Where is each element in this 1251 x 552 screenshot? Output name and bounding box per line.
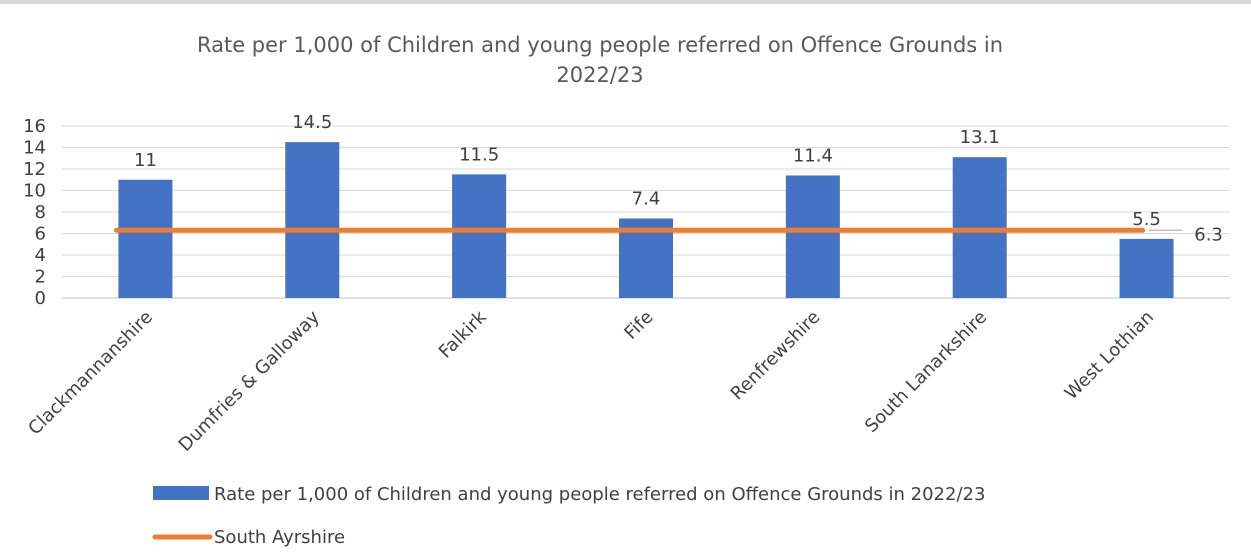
data-labels: 11 14.5 11.5 7.4 11.4 13.1 5.5 6.3 bbox=[134, 112, 1223, 245]
x-category-label: Dumfries & Galloway bbox=[175, 306, 324, 455]
x-axis-category-labels: Clackmannanshire Dumfries & Galloway Falki… bbox=[24, 306, 1158, 456]
bar-data-label: 11 bbox=[134, 150, 157, 171]
x-category-label: South Lanarkshire bbox=[861, 307, 991, 437]
chart-title-line-1: Rate per 1,000 of Children and young peo… bbox=[197, 33, 1003, 57]
y-tick-label: 0 bbox=[35, 288, 46, 309]
y-tick-label: 6 bbox=[35, 224, 46, 245]
y-tick-label: 2 bbox=[35, 267, 46, 288]
y-tick-label: 10 bbox=[23, 181, 46, 202]
bar bbox=[452, 174, 507, 298]
y-tick-label: 16 bbox=[23, 116, 46, 137]
gridlines bbox=[62, 125, 1230, 299]
bar-data-label: 11.5 bbox=[459, 144, 499, 165]
bar-data-label: 14.5 bbox=[292, 112, 332, 133]
bar-data-label: 11.4 bbox=[793, 145, 833, 166]
y-tick-label: 4 bbox=[35, 245, 46, 266]
x-category-label: Fife bbox=[620, 307, 657, 344]
bar-data-label: 7.4 bbox=[632, 188, 661, 209]
bars bbox=[118, 142, 1174, 298]
x-category-label: Clackmannanshire bbox=[24, 307, 157, 440]
legend-label-line: South Ayrshire bbox=[214, 527, 345, 548]
y-tick-label: 8 bbox=[35, 202, 46, 223]
bar-data-label: 13.1 bbox=[960, 127, 1000, 148]
chart-title-line-2: 2022/23 bbox=[556, 63, 643, 87]
legend: Rate per 1,000 of Children and young peo… bbox=[152, 484, 985, 548]
legend-swatch-bar bbox=[153, 486, 209, 500]
y-tick-label: 12 bbox=[23, 159, 46, 180]
x-category-label: West Lothian bbox=[1061, 307, 1158, 404]
bar bbox=[785, 175, 840, 298]
line-data-label: 6.3 bbox=[1194, 224, 1223, 245]
bar bbox=[952, 157, 1007, 298]
x-category-label: Renfrewshire bbox=[727, 307, 825, 405]
y-tick-label: 14 bbox=[23, 138, 46, 159]
top-border bbox=[0, 0, 1251, 4]
x-category-label: Falkirk bbox=[435, 306, 491, 362]
legend-label-bar: Rate per 1,000 of Children and young peo… bbox=[214, 484, 985, 505]
bar bbox=[118, 179, 173, 298]
bar bbox=[1119, 238, 1174, 298]
bar-data-label: 5.5 bbox=[1132, 209, 1161, 230]
bar bbox=[285, 142, 340, 298]
